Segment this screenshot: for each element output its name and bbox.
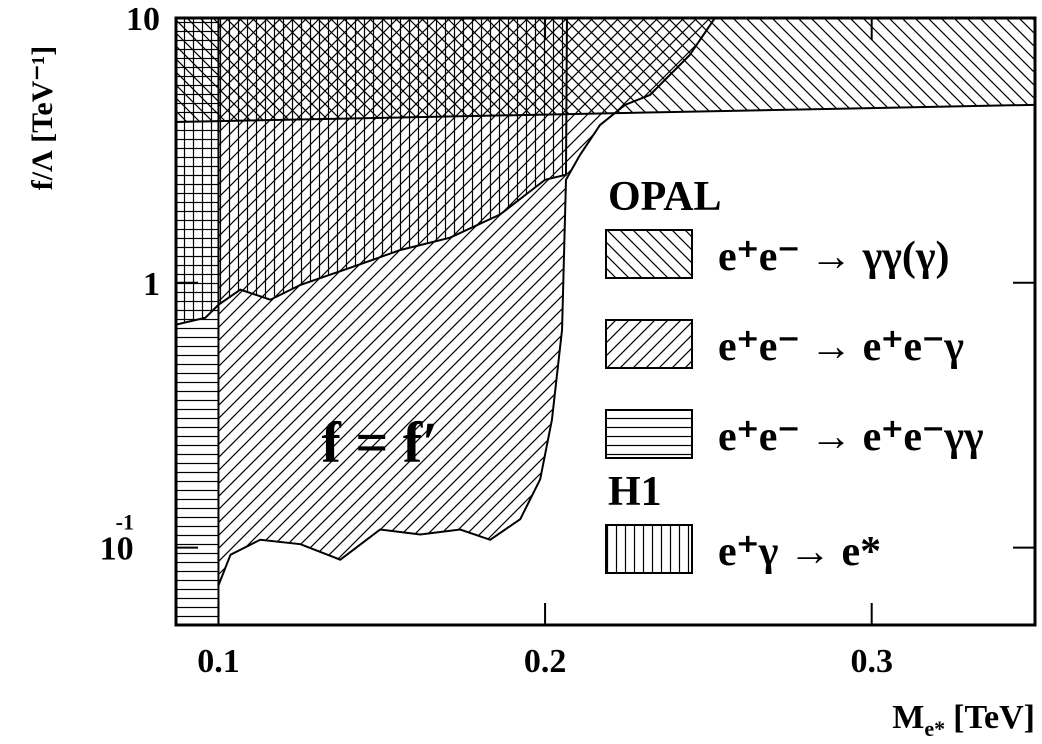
region-fill <box>176 18 567 325</box>
y-tick-label: 10 <box>126 1 160 38</box>
legend-swatch <box>605 409 693 459</box>
legend-swatch <box>605 319 693 369</box>
region-boundary <box>217 18 716 586</box>
y-tick-text: 10 <box>100 531 134 568</box>
x-label-main: M <box>892 699 924 736</box>
legend-swatch <box>605 524 693 574</box>
x-tick-label: 0.2 <box>524 643 567 680</box>
x-label-unit: [TeV] <box>953 699 1035 736</box>
y-tick-text: 10 <box>126 1 160 38</box>
legend-label: e⁺e⁻ → e⁺e⁻γγ <box>718 414 984 460</box>
y-tick-label: 10-1 <box>100 510 134 568</box>
boundaries <box>176 18 1035 625</box>
x-axis-label: Me* [TeV] <box>892 699 1035 741</box>
x-tick-label: 0.1 <box>197 643 240 680</box>
y-tick-label: 1 <box>143 266 160 303</box>
region-boundary <box>176 103 1035 123</box>
legend-swatch <box>605 229 693 279</box>
x-label-sub: e* <box>924 716 945 741</box>
annotation: f = f′ <box>322 410 439 475</box>
legend-label: e⁺e⁻ → γγ(γ) <box>718 234 950 280</box>
y-tick-text: 1 <box>143 266 160 303</box>
legend-label: e⁺γ → e* <box>718 529 881 575</box>
x-tick-label: 0.3 <box>850 643 893 680</box>
regions <box>176 18 1035 625</box>
y-axis-label: f/Λ [TeV⁻¹] <box>26 46 59 190</box>
legend-label: e⁺e⁻ → e⁺e⁻γ <box>718 324 964 370</box>
region-boundary <box>176 18 568 326</box>
legend-title: H1 <box>608 469 662 515</box>
y-tick-exponent: -1 <box>116 510 134 535</box>
legend-title: OPAL <box>608 174 722 220</box>
plot-frame <box>174 16 1037 627</box>
